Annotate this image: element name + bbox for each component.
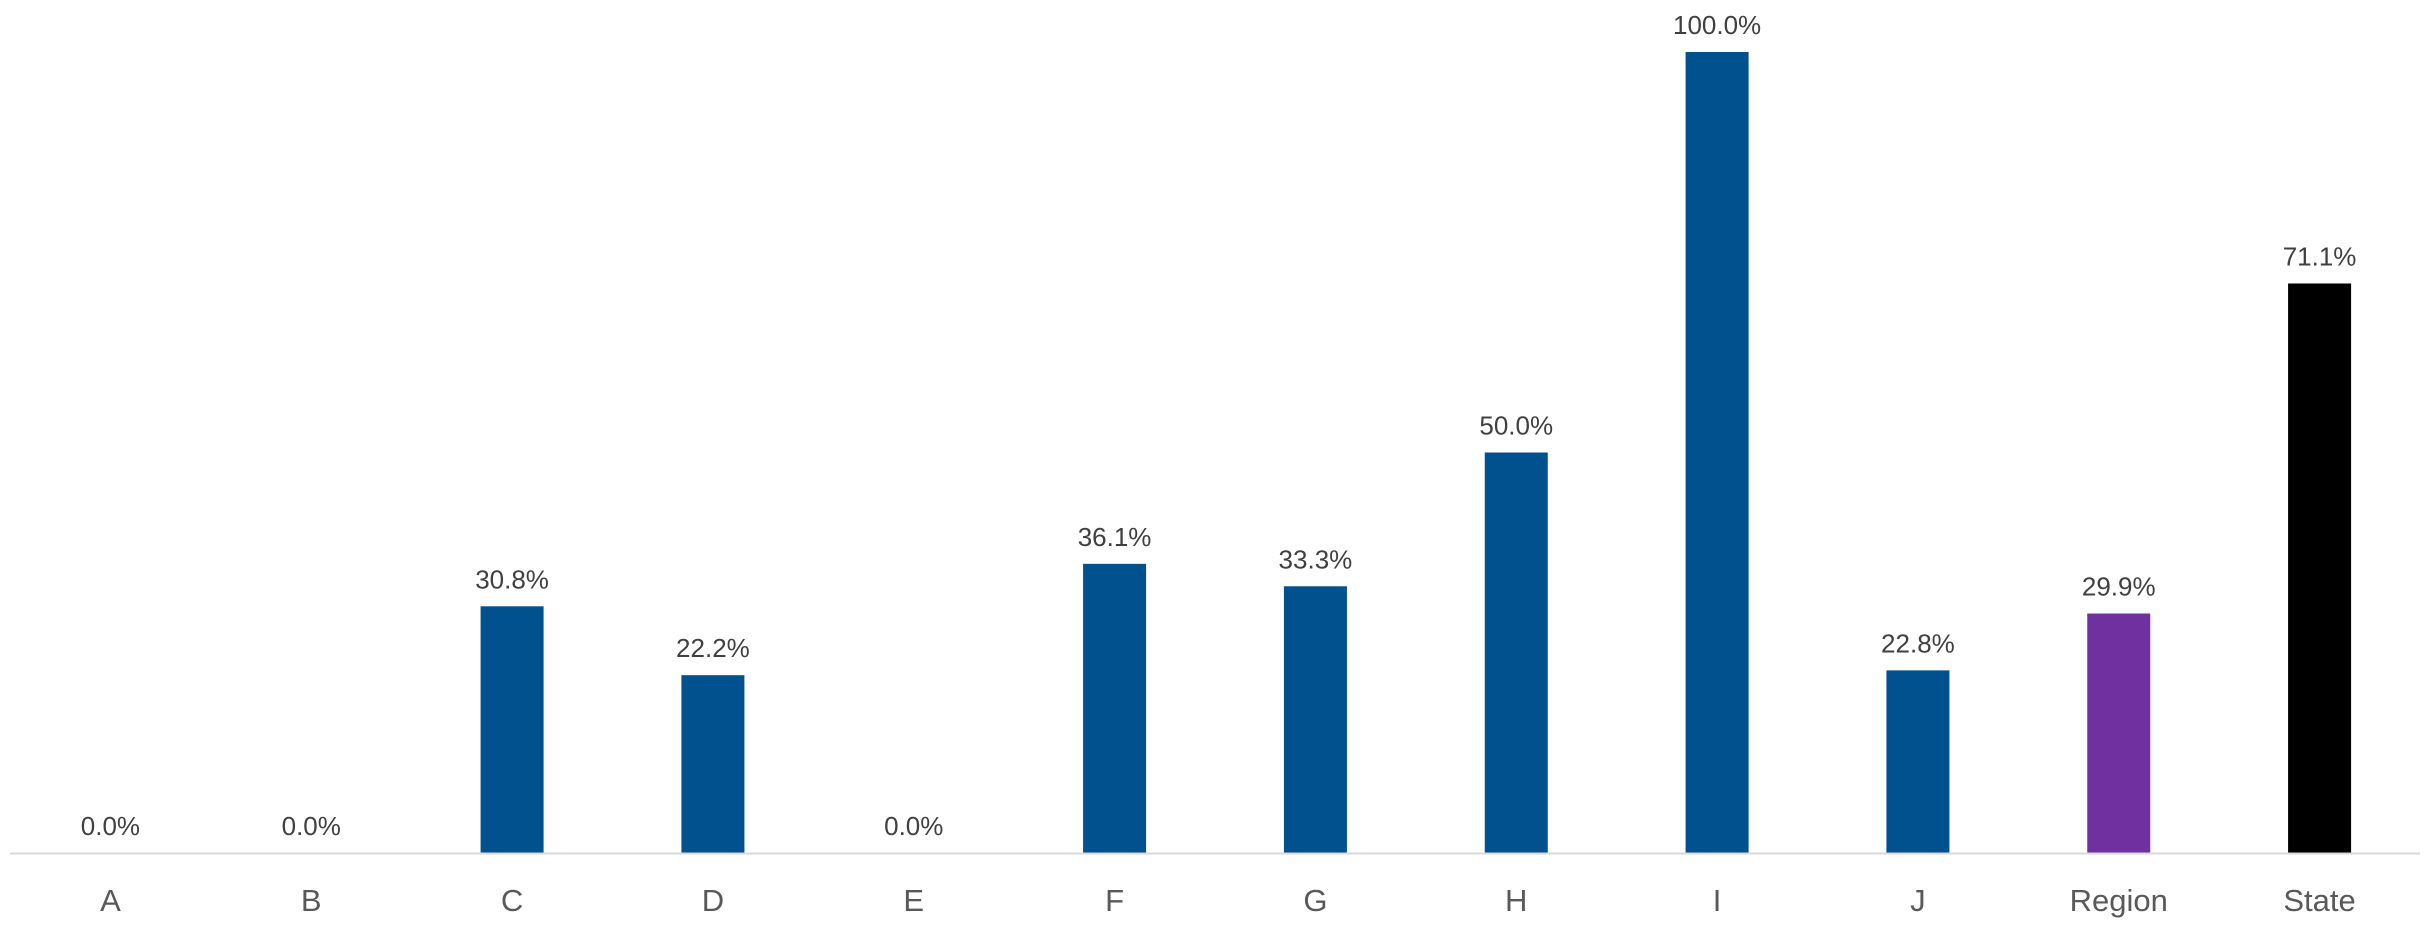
bar-region [2087,613,2151,853]
x-tick-label-c: C [501,883,523,918]
bar-g [1283,586,1347,853]
data-label-b: 0.0% [282,811,341,841]
x-tick-label-b: B [301,883,322,918]
data-label-j: 22.8% [1881,628,1955,658]
x-tick-label-state: State [2283,883,2355,918]
bar-f [1083,563,1147,853]
bar-d [681,675,745,853]
x-tick-label-g: G [1303,883,1327,918]
bar-j [1886,670,1950,853]
x-tick-labels-layer: A B C D E F G H I J Region State [100,883,2356,918]
data-label-f: 36.1% [1078,522,1152,552]
data-label-h: 50.0% [1479,411,1553,441]
bar-state [2288,283,2352,853]
data-label-i: 100.0% [1673,10,1761,40]
data-label-state: 71.1% [2283,241,2357,271]
bar-i [1685,52,1749,853]
data-label-d: 22.2% [676,633,750,663]
x-tick-label-f: F [1105,883,1124,918]
bar-h [1484,452,1548,853]
x-tick-label-h: H [1505,883,1527,918]
data-label-c: 30.8% [475,564,549,594]
x-tick-label-d: D [702,883,724,918]
data-label-e: 0.0% [884,811,943,841]
data-label-g: 33.3% [1279,544,1353,574]
data-labels-layer: 0.0% 0.0% 30.8% 22.2% 0.0% 36.1% 33.3% 50.0% 100… [81,10,2357,841]
x-tick-label-j: J [1910,883,1926,918]
data-label-a: 0.0% [81,811,140,841]
x-tick-label-e: E [903,883,924,918]
bars-layer [480,52,2352,853]
x-tick-label-region: Region [2070,883,2168,918]
data-label-region: 29.9% [2082,572,2156,602]
x-tick-label-i: I [1713,883,1722,918]
bar-c [480,606,544,853]
x-tick-label-a: A [100,883,121,918]
